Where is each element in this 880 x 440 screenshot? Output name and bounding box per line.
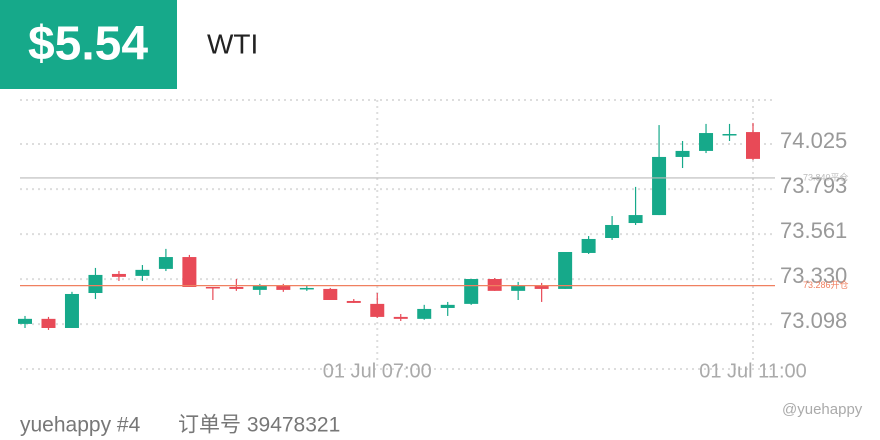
y-tick-label: 73.561	[780, 218, 847, 243]
candle-body	[276, 286, 291, 290]
candle-body	[464, 279, 479, 304]
amount: $5.54	[28, 18, 148, 71]
y-tick-label: 74.025	[780, 128, 847, 153]
candle-body	[417, 308, 432, 319]
candle-body	[652, 156, 667, 216]
candle-body	[64, 293, 79, 328]
candle-body	[675, 150, 690, 157]
y-tick-label: 73.098	[780, 308, 847, 333]
candle-body	[699, 133, 714, 151]
candle-body	[511, 285, 526, 291]
candle-body	[182, 257, 197, 287]
footer-user: yuehappy #4	[20, 414, 141, 437]
candle-body	[135, 269, 150, 276]
candle-body	[558, 251, 573, 289]
candle-body	[440, 304, 455, 308]
candle-body	[323, 288, 338, 301]
candle-body	[605, 224, 620, 238]
candle-body	[299, 287, 314, 290]
candle-body	[370, 303, 385, 317]
candle-body	[487, 279, 502, 291]
reference-label: 73.286开仓	[803, 279, 849, 290]
y-tick-label: 73.330	[780, 263, 847, 288]
candle-body	[746, 132, 760, 159]
candle-body	[346, 300, 361, 303]
x-tick-label: 01 Jul 07:00	[323, 360, 432, 382]
candle-body	[393, 316, 408, 319]
watermark: @yuehappy	[782, 401, 863, 418]
candle-body	[628, 215, 643, 224]
amount-badge	[0, 0, 177, 89]
candle-body	[205, 286, 220, 289]
y-tick-label: 73.793	[780, 173, 847, 198]
candle-body	[581, 238, 596, 253]
candle-body	[18, 318, 32, 324]
candle-body	[88, 274, 103, 294]
candle-body	[41, 318, 56, 328]
candle-body	[158, 257, 173, 269]
candle-body	[722, 134, 737, 136]
candle-body	[229, 286, 244, 289]
symbol: WTI	[207, 28, 258, 59]
footer-order: 订单号 39478321	[178, 414, 340, 437]
candle-body	[252, 286, 267, 290]
candle-body	[111, 273, 126, 277]
x-tick-label: 01 Jul 11:00	[699, 360, 807, 382]
candle-body	[534, 285, 549, 289]
reference-label: 73.840平仓	[803, 171, 849, 182]
